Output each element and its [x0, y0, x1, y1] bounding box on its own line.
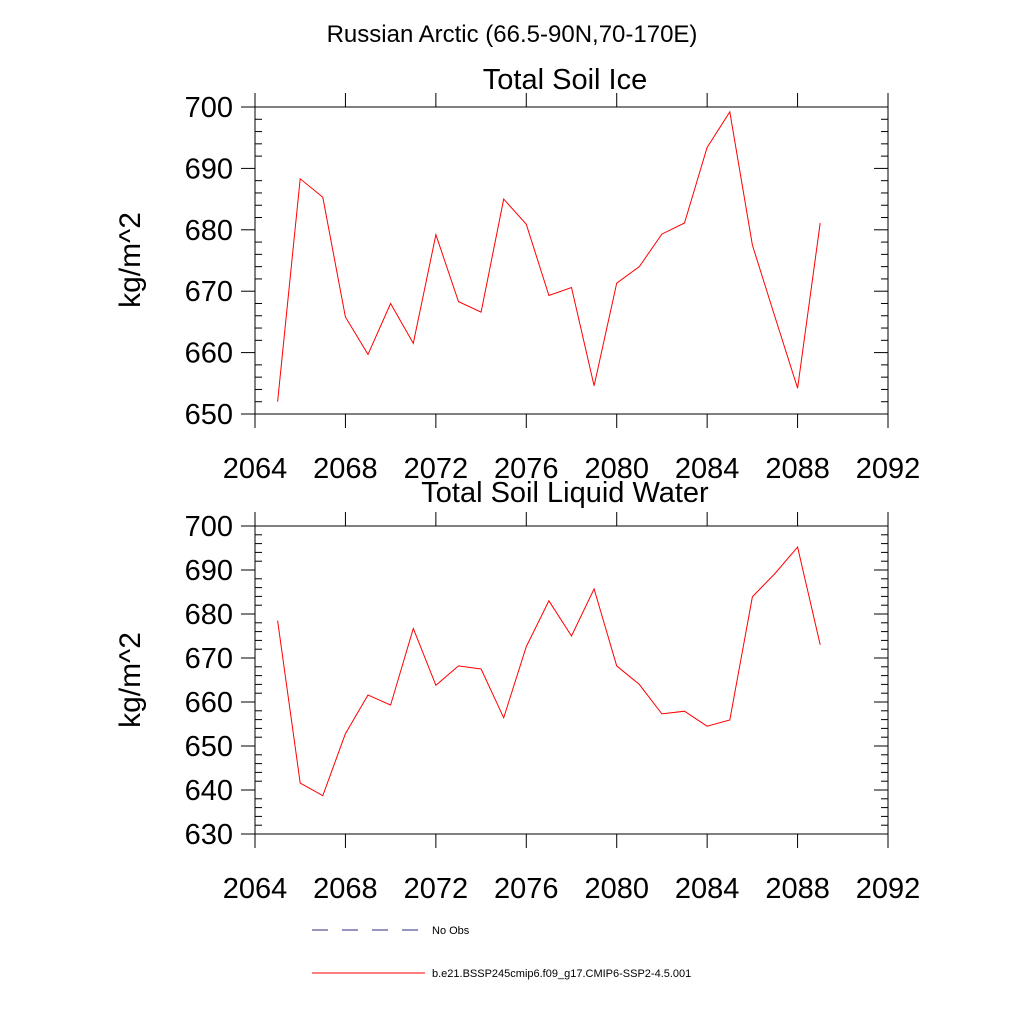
x-axis-ticks: 2064 2068 2072 2076 2080 2084 2088 2092 [223, 512, 921, 905]
y-axis-ticks: 630 640 650 660 670 680 690 700 [185, 511, 888, 851]
x-tick-label: 2088 [765, 873, 830, 905]
x-tick-label: 2072 [404, 873, 469, 905]
data-lines [277, 546, 821, 797]
x-tick-label: 2076 [494, 873, 559, 905]
y-tick-label: 670 [185, 276, 233, 308]
panel-title: Total Soil Ice [483, 64, 647, 96]
legend-label-no-obs: No Obs [432, 925, 470, 937]
y-tick-label: 660 [185, 338, 233, 370]
y-tick-label: 700 [185, 92, 233, 124]
series-line [277, 546, 821, 797]
x-tick-label: 2092 [856, 453, 921, 485]
x-tick-label: 2068 [313, 453, 378, 485]
y-tick-label: 660 [185, 687, 233, 719]
data-lines [277, 110, 821, 402]
legend: No Obs b.e21.BSSP245cmip6.f09_g17.CMIP6-… [312, 925, 691, 980]
y-tick-label: 690 [185, 153, 233, 185]
y-tick-label: 650 [185, 399, 233, 431]
y-axis-label: kg/m^2 [114, 212, 147, 308]
x-tick-label: 2080 [584, 453, 649, 485]
y-tick-label: 650 [185, 731, 233, 763]
plot-frame [254, 525, 889, 835]
panel-title: Total Soil Liquid Water [421, 477, 709, 509]
y-tick-label: 640 [185, 775, 233, 807]
x-tick-label: 2064 [223, 453, 288, 485]
x-tick-label: 2088 [765, 453, 830, 485]
y-tick-label: 680 [185, 599, 233, 631]
x-tick-label: 2092 [856, 873, 921, 905]
legend-label-model: b.e21.BSSP245cmip6.f09_g17.CMIP6-SSP2-4.… [432, 968, 691, 980]
series-line [277, 110, 821, 402]
y-tick-label: 690 [185, 555, 233, 587]
x-axis-ticks: 2064 2068 2072 2076 2080 2084 2088 2092 [223, 93, 921, 485]
y-axis-label: kg/m^2 [114, 632, 147, 728]
y-axis-ticks: 650 660 670 680 690 700 [185, 92, 888, 431]
y-tick-label: 630 [185, 819, 233, 851]
chart-panel-1: Total Soil Ice kg/m^2 2064 2068 2072 2076 20… [114, 64, 920, 485]
x-tick-label: 2072 [404, 453, 469, 485]
figure-title: Russian Arctic (66.5-90N,70-170E) [327, 21, 698, 48]
x-tick-label: 2068 [313, 873, 378, 905]
y-tick-label: 680 [185, 215, 233, 247]
x-tick-label: 2084 [675, 453, 740, 485]
y-tick-label: 670 [185, 643, 233, 675]
y-tick-label: 700 [185, 511, 233, 543]
plot-frame [254, 106, 889, 415]
x-tick-label: 2084 [675, 873, 740, 905]
x-tick-label: 2080 [584, 873, 649, 905]
x-tick-label: 2076 [494, 453, 559, 485]
x-tick-label: 2064 [223, 873, 288, 905]
chart-panel-2: Total Soil Liquid Water kg/m^2 2064 2068 2… [114, 477, 920, 905]
